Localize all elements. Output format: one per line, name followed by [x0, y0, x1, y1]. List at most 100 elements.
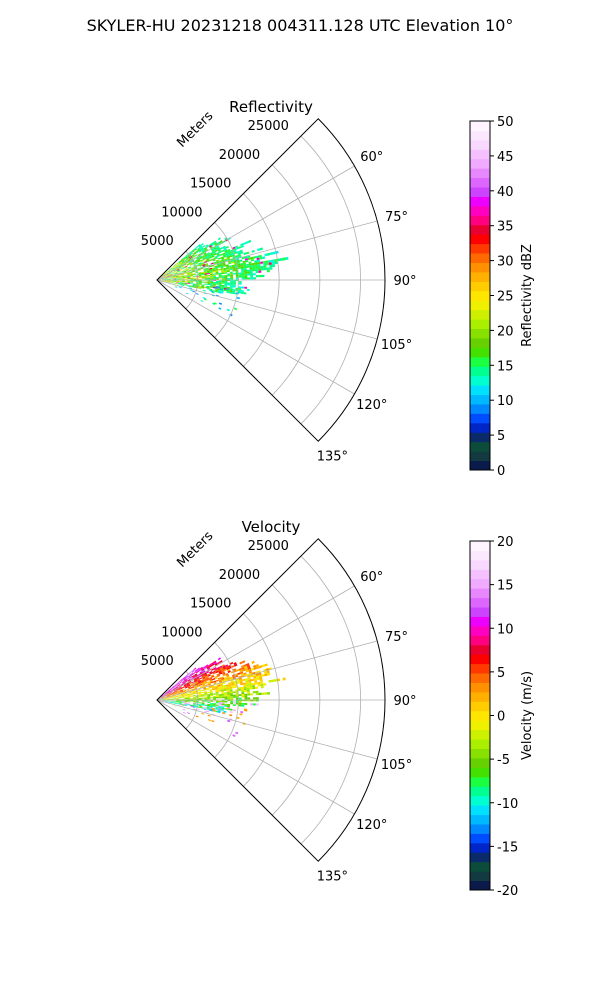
- colorbar-tick-label: 40: [497, 185, 514, 200]
- colorbar-swatch: [470, 569, 490, 580]
- echo-cell: [164, 277, 168, 279]
- echo-cell: [161, 277, 165, 279]
- echo-cell: [204, 283, 208, 285]
- echo-cell: [209, 286, 213, 288]
- echo-cell: [187, 701, 191, 703]
- echo-cell: [204, 710, 208, 713]
- colorbar-tick-label: 10: [497, 394, 514, 409]
- echo-cell: [191, 670, 195, 673]
- echo-cell: [178, 694, 182, 696]
- echo-cell: [207, 278, 211, 280]
- echo-cell: [167, 281, 171, 283]
- echo-cell: [217, 684, 221, 687]
- echo-cell: [199, 671, 203, 674]
- echo-cell: [215, 289, 219, 292]
- echo-cell: [241, 256, 245, 260]
- echo-cell: [182, 681, 186, 684]
- echo-cell: [229, 691, 233, 694]
- echo-cell: [194, 669, 198, 672]
- echo-cell: [221, 702, 225, 704]
- echo-cell: [185, 675, 188, 678]
- echo-cell: [196, 667, 200, 671]
- echo-cell: [190, 278, 194, 280]
- echo-cell: [250, 693, 253, 696]
- echo-cell: [217, 668, 221, 671]
- azimuth-line: [156, 699, 378, 760]
- echo-cell: [190, 275, 194, 277]
- echo-cell: [214, 265, 218, 268]
- echo-cell: [226, 288, 230, 290]
- echo-cell: [191, 674, 195, 678]
- echo-cell: [187, 277, 191, 279]
- echo-cell: [207, 696, 211, 698]
- echo-cell: [170, 281, 174, 283]
- echo-cell: [221, 669, 225, 673]
- echo-cell: [206, 285, 210, 288]
- echo-cell: [183, 677, 186, 680]
- echo-cell: [198, 695, 202, 698]
- echo-cell: [173, 276, 176, 278]
- echo-cell: [218, 291, 222, 294]
- echo-cell: [193, 280, 197, 282]
- azimuth-line: [156, 279, 378, 340]
- echo-cell: [198, 692, 202, 694]
- colorbar-swatch: [470, 852, 490, 863]
- echo-cell: [267, 672, 271, 676]
- radial-tick-label: 5000: [141, 654, 174, 669]
- echo-cell: [174, 684, 177, 687]
- echo-cell: [244, 665, 248, 669]
- radial-tick-label: 5000: [141, 234, 174, 249]
- echo-cell: [233, 669, 237, 673]
- echo-cell: [242, 242, 247, 246]
- azimuth-line: [156, 220, 378, 281]
- echo-cell: [244, 258, 249, 261]
- echo-cell: [164, 696, 168, 698]
- echo-cell: [181, 276, 185, 278]
- echo-cell: [166, 274, 170, 277]
- echo-cell: [164, 275, 167, 277]
- echo-cell: [216, 673, 220, 676]
- echo-cell: [217, 249, 222, 253]
- echo-cell: [206, 269, 210, 272]
- echo-cell: [188, 689, 192, 691]
- echo-cell: [230, 697, 234, 700]
- echo-cell: [173, 278, 177, 279]
- echo-cell: [232, 704, 236, 707]
- echo-cell: [187, 678, 191, 682]
- echo-cell: [206, 267, 210, 270]
- echo-cell: [248, 261, 252, 264]
- echo-cell: [184, 703, 188, 705]
- echo-cell: [193, 252, 197, 255]
- echo-cell: [196, 678, 200, 681]
- echo-cell: [187, 695, 191, 697]
- echo-cell: [213, 240, 217, 244]
- echo-cell: [178, 261, 182, 264]
- echo-cell: [221, 278, 225, 280]
- echo-cell: [210, 694, 214, 697]
- echo-cell: [160, 275, 164, 278]
- echo-cell: [184, 700, 188, 702]
- echo-cell: [173, 705, 177, 707]
- echo-cell: [175, 703, 179, 704]
- echo-cell: [252, 686, 256, 690]
- echo-cell: [213, 698, 217, 700]
- echo-cell: [222, 672, 226, 675]
- echo-cell: [253, 678, 257, 681]
- echo-cell: [215, 700, 219, 703]
- echo-cell: [181, 704, 185, 706]
- echo-cell: [171, 686, 175, 689]
- echo-cell: [221, 275, 225, 277]
- echo-cell: [166, 694, 170, 697]
- echo-cell: [196, 257, 200, 260]
- echo-cell: [180, 679, 184, 682]
- echo-cell: [213, 283, 216, 285]
- echo-cell: [242, 262, 247, 265]
- echo-cell: [170, 696, 173, 698]
- echo-cell: [260, 265, 264, 269]
- echo-cell: [176, 701, 179, 703]
- echo-cell: [175, 283, 179, 285]
- echo-cell: [173, 697, 176, 698]
- echo-cell: [198, 287, 202, 290]
- echo-cell: [166, 274, 170, 277]
- echo-cell: [192, 286, 196, 288]
